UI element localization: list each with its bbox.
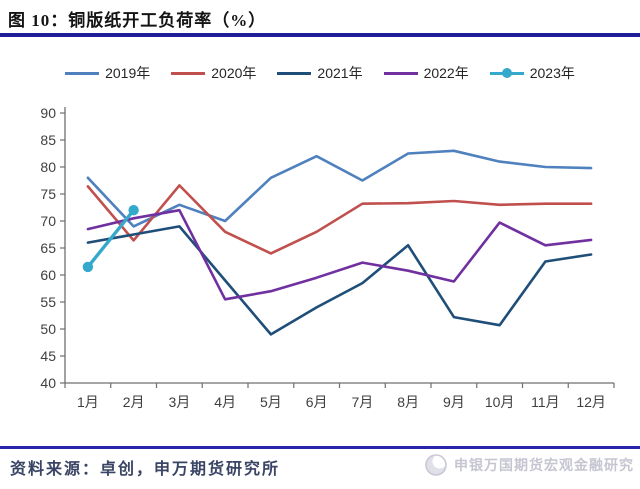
legend-line-swatch <box>65 71 100 75</box>
legend-line-swatch <box>489 68 524 78</box>
legend-item-series-1: 2020年 <box>171 63 256 83</box>
legend-marker-dot <box>501 68 512 78</box>
x-axis-label: 9月 <box>443 394 465 410</box>
x-axis-label: 5月 <box>260 394 282 410</box>
watermark-logo-icon <box>425 454 447 476</box>
series-line-1 <box>86 184 593 255</box>
y-axis-label: 40 <box>40 375 56 391</box>
x-axis-label: 11月 <box>531 394 560 410</box>
watermark-text: 申银万国期货宏观金融研究 <box>454 457 634 473</box>
footer-divider <box>0 446 640 449</box>
figure-title: 图 10：铜版纸开工负荷率（%） <box>8 11 267 30</box>
series-4-marker-1 <box>128 205 139 216</box>
legend-label: 2019年 <box>105 65 151 81</box>
y-axis-label: 45 <box>40 348 56 364</box>
series-line-0 <box>86 149 593 228</box>
x-axis-label: 6月 <box>306 394 328 410</box>
legend-label: 2020年 <box>211 65 257 81</box>
x-axis-label: 8月 <box>397 394 419 410</box>
title-underline <box>0 33 640 37</box>
legend-item-series-4: 2023年 <box>489 63 575 83</box>
y-axis-label: 85 <box>40 132 56 148</box>
source-note: 资料来源：卓创，申万期货研究所 <box>10 461 281 478</box>
y-axis-label: 60 <box>40 267 56 283</box>
y-axis-label: 75 <box>40 186 56 202</box>
legend-label: 2023年 <box>529 65 575 81</box>
legend-line-swatch <box>277 71 312 75</box>
y-axis-label: 50 <box>40 321 56 337</box>
series-line-3 <box>86 208 593 301</box>
y-axis-label: 80 <box>40 159 56 175</box>
x-axis-label: 10月 <box>485 394 515 410</box>
legend-item-series-2: 2021年 <box>277 63 363 83</box>
watermark: 申银万国期货宏观金融研究 <box>423 452 634 478</box>
legend-label: 2021年 <box>317 65 363 81</box>
x-axis-label: 3月 <box>168 394 190 410</box>
y-axis-label: 70 <box>40 213 56 229</box>
x-axis-label: 7月 <box>351 394 373 410</box>
y-axis-label: 55 <box>40 294 56 310</box>
y-axis-label: 90 <box>40 105 56 121</box>
legend-line-swatch <box>383 71 418 75</box>
series-line-4 <box>86 208 136 269</box>
legend-item-series-0: 2019年 <box>65 63 150 83</box>
x-axis-label: 4月 <box>214 394 236 410</box>
legend-line-swatch <box>171 71 206 75</box>
chart-legend: 2019年 2020年 2021年 2022年 2023年 <box>0 63 640 83</box>
series-4-marker-0 <box>82 261 94 273</box>
legend-item-series-3: 2022年 <box>383 63 469 83</box>
x-axis-label: 1月 <box>77 394 99 410</box>
x-axis-label: 2月 <box>123 394 145 410</box>
legend-label: 2022年 <box>423 65 469 81</box>
x-axis-label: 12月 <box>576 394 606 410</box>
y-axis-label: 65 <box>40 240 56 256</box>
series-line-2 <box>86 225 593 336</box>
line-chart: 40 45 50 55 60 65 70 75 80 85 90 1月 2月 3月 4月 5月 6月 7月 8月 9月… <box>40 105 615 410</box>
